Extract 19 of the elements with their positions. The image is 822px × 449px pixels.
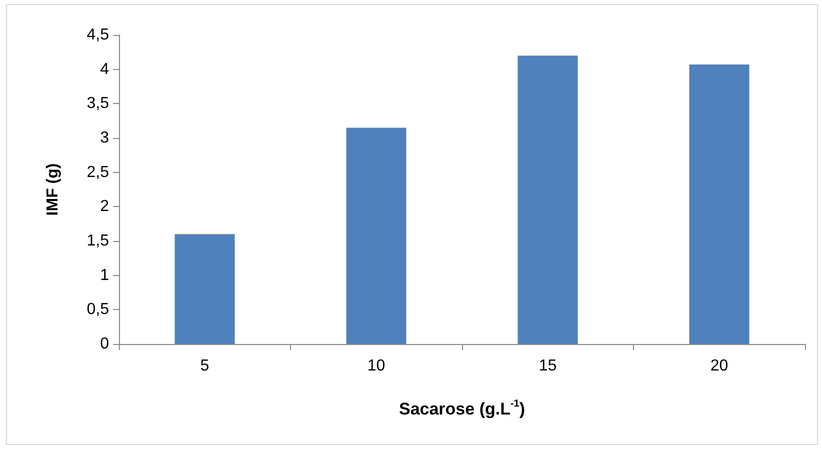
y-tick-label: 3,5 (86, 95, 110, 112)
y-tick-label: 0 (100, 336, 110, 352)
y-tick-label: 0,5 (86, 301, 110, 318)
y-tick-label: 2,5 (86, 164, 110, 181)
x-tick-label: 15 (538, 358, 557, 374)
y-tick-label: 3 (100, 130, 110, 146)
bar (346, 128, 406, 344)
x-tick-label: 5 (200, 358, 210, 374)
bar (174, 234, 235, 344)
bar (689, 64, 750, 344)
y-axis-title: IMF (g) (44, 163, 62, 216)
y-tick-label: 1,5 (86, 232, 110, 250)
y-tick-label: 4 (100, 60, 110, 78)
x-tick-label: 20 (710, 358, 728, 374)
bar (518, 56, 578, 344)
y-tick-label: 4,5 (86, 26, 110, 44)
x-tick-label: 10 (367, 358, 386, 374)
y-tick-label: 1 (100, 266, 110, 284)
y-tick-label: 2 (100, 198, 110, 216)
